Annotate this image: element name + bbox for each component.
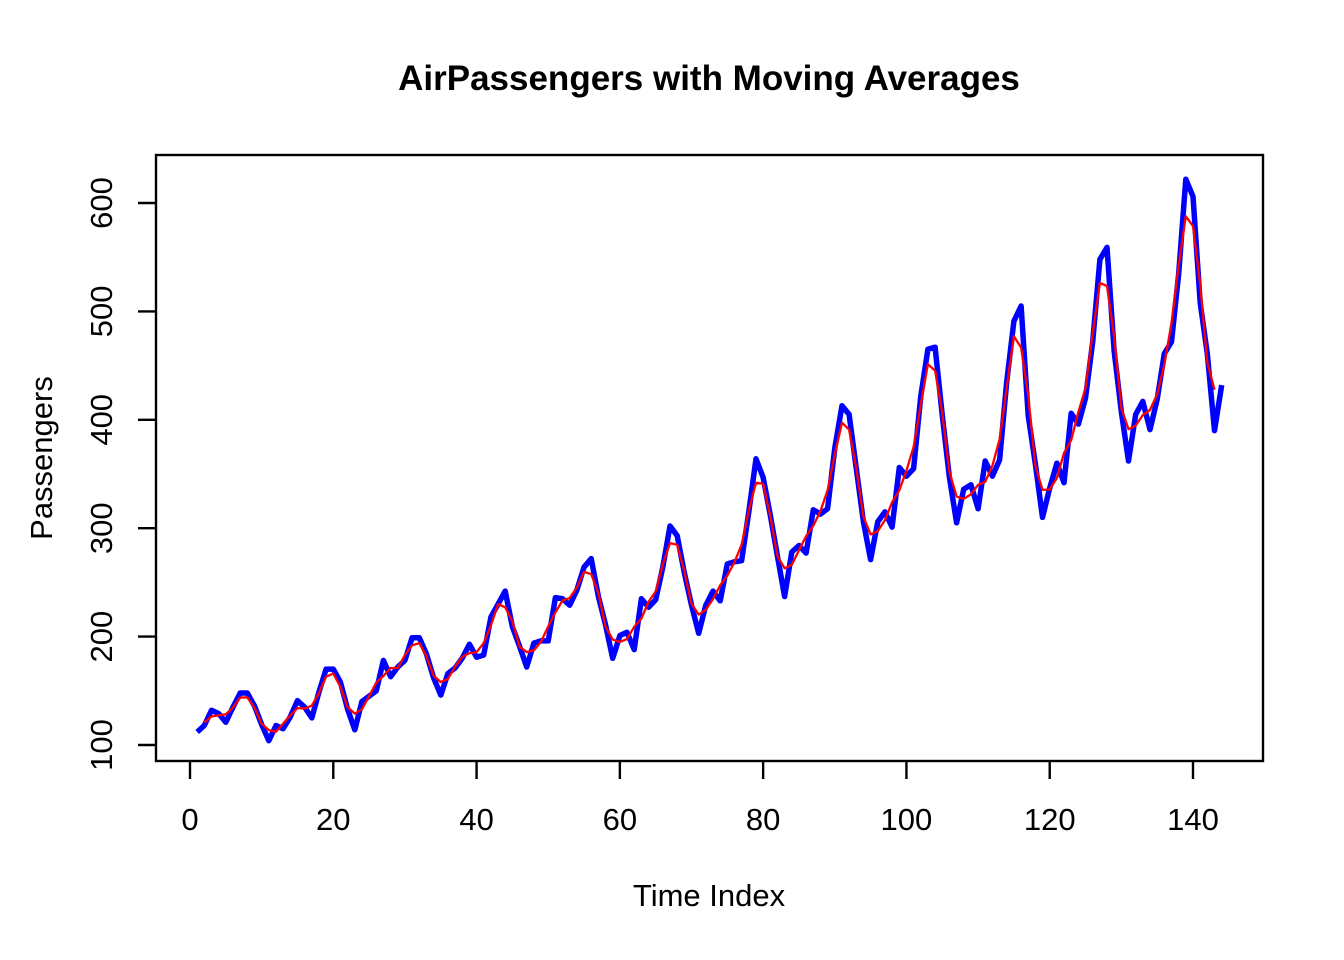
chart-title: AirPassengers with Moving Averages: [398, 59, 1020, 98]
x-tick-label: 120: [1024, 802, 1076, 837]
x-tick-label: 20: [316, 802, 350, 837]
y-tick-label: 100: [84, 719, 119, 771]
x-tick-label: 140: [1167, 802, 1219, 837]
y-tick-label: 200: [84, 611, 119, 663]
x-tick-label: 0: [181, 802, 198, 837]
chart-series: [195, 176, 1225, 744]
x-axis-label: Time Index: [633, 878, 786, 913]
y-tick-label: 400: [84, 394, 119, 446]
x-tick-label: 40: [459, 802, 493, 837]
x-tick-label: 80: [746, 802, 780, 837]
y-tick-label: 600: [84, 177, 119, 229]
y-tick-label: 300: [84, 502, 119, 554]
x-axis-ticks: 0 20 40 60 80 100 120 140: [181, 761, 1219, 837]
x-tick-label: 100: [881, 802, 933, 837]
y-axis-ticks: 100 200 300 400 500 600: [84, 177, 156, 771]
y-axis-label: Passengers: [24, 376, 59, 540]
x-tick-label: 60: [603, 802, 637, 837]
series-line-moving-average-3: [203, 215, 1216, 733]
series-line-airpassengers: [195, 176, 1225, 744]
y-tick-label: 500: [84, 286, 119, 338]
plot-border: [154, 153, 1265, 763]
